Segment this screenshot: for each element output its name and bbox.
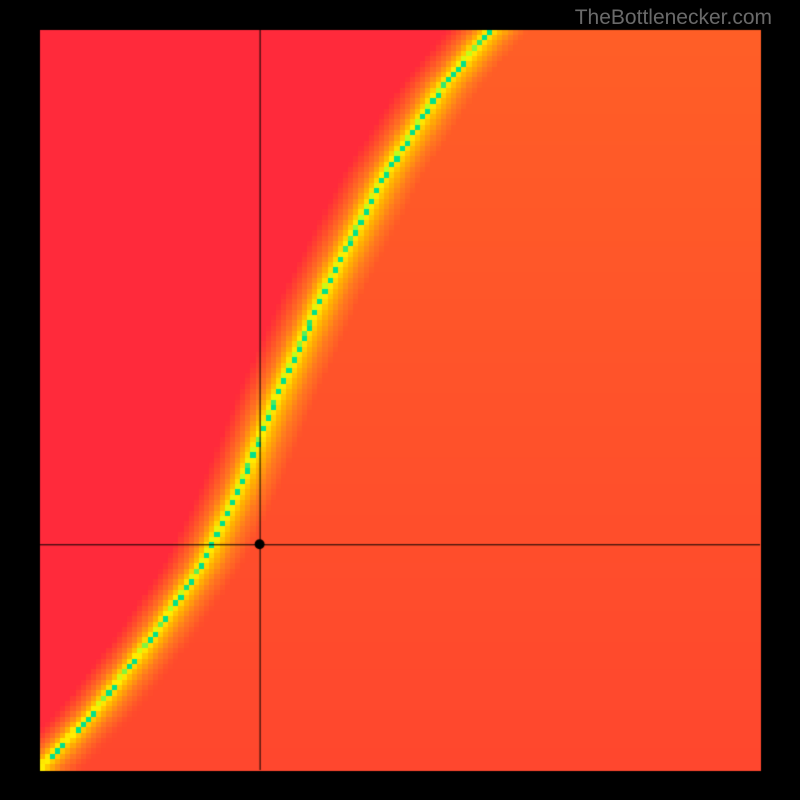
chart-container: TheBottlenecker.com	[0, 0, 800, 800]
bottleneck-heatmap	[0, 0, 800, 800]
